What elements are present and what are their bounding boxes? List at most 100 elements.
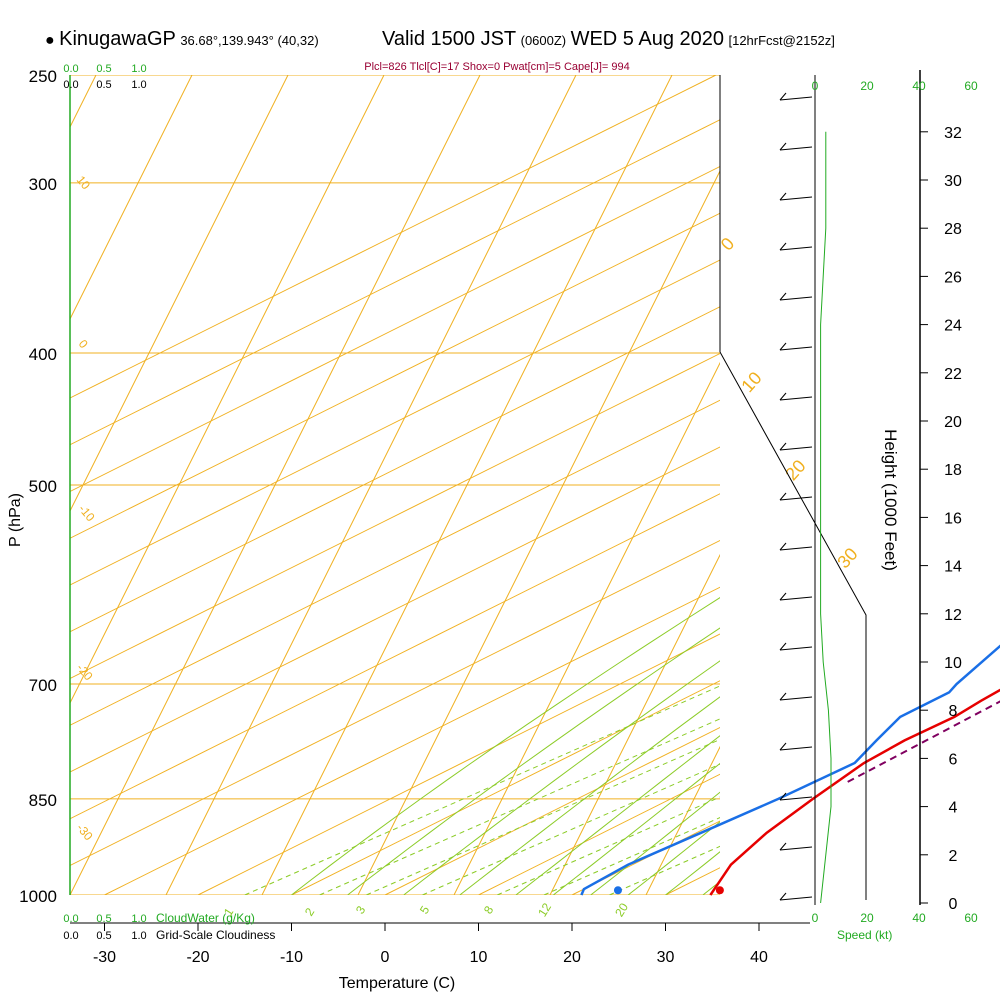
wind-barb: [779, 696, 813, 701]
speed-label: Speed (kt): [837, 928, 892, 942]
wind-barb: [779, 146, 813, 151]
x-axis-title: Temperature (C): [339, 975, 455, 992]
cloudwater-scale-top: 1.0: [131, 63, 146, 75]
isotherm-line: [384, 726, 720, 895]
wind-speed-profile: [820, 131, 832, 904]
moist-adiabat-line: [552, 762, 720, 895]
wind-barb: [779, 896, 813, 901]
x-tick-label: -20: [186, 949, 209, 966]
cloudiness-scale-top: 0.0: [63, 79, 78, 91]
wind-barb-flag: [779, 542, 787, 551]
cloudwater-scale-bottom: 0.5: [96, 913, 111, 925]
wind-barb-flag: [779, 442, 787, 451]
mixing-ratio-label: 12: [535, 900, 554, 919]
cloudwater-scale-bottom: 1.0: [131, 913, 146, 925]
speed-tick-top: 60: [964, 79, 978, 93]
speed-tick-bottom: 20: [860, 911, 874, 925]
wind-barb-flag: [779, 492, 787, 501]
x-tick-label: 0: [381, 949, 390, 966]
wind-barb-flag: [779, 592, 787, 601]
dry-adiabat-line: [453, 361, 720, 895]
dry-adiabat-line: [261, 75, 673, 895]
surface-dewpoint-dot: [613, 886, 622, 895]
pressure-tick-label: 500: [29, 477, 57, 496]
profile-lines: [580, 644, 1000, 896]
wind-barb-flag: [779, 342, 787, 351]
height-tick-label: 18: [944, 462, 962, 479]
isotherm-line: [70, 75, 717, 399]
wind-barb: [779, 246, 813, 251]
pressure-tick-label: 300: [29, 175, 57, 194]
stats-line: Plcl=826 Tlcl[C]=17 Shox=0 Pwat[cm]=5 Ca…: [364, 61, 629, 73]
isotherm-line: [759, 75, 1000, 895]
pressure-tick-label: 400: [29, 345, 57, 364]
height-tick-label: 22: [944, 366, 962, 383]
wind-barb: [779, 296, 813, 301]
wind-barb: [779, 746, 813, 751]
x-tick-label: -30: [93, 949, 116, 966]
pressure-tick-label: 1000: [19, 887, 57, 906]
cloudiness-label: Grid-Scale Cloudiness: [156, 928, 275, 942]
surface-temperature-dot: [715, 886, 724, 895]
isotherm-label: 0: [76, 337, 91, 351]
moist-adiabat-line: [347, 627, 720, 895]
station-name: KinugawaGP: [59, 28, 176, 50]
moist-adiabat-line: [403, 660, 720, 895]
cloudiness-scale-top: 1.0: [131, 79, 146, 91]
isotherm-line: [70, 446, 720, 773]
wind-barb-flag: [779, 692, 787, 701]
wind-barb-flag: [779, 142, 787, 151]
height-tick-label: 30: [944, 173, 962, 190]
isotherm-line: [70, 119, 720, 446]
right-panel: 0020204040606002468101214161820222426283…: [779, 70, 978, 925]
wind-barb: [779, 796, 813, 801]
dry-adiabat-line: [549, 553, 720, 895]
wind-barb-flag: [779, 742, 787, 751]
parcel-profile: [847, 700, 1000, 783]
cloudiness-scale-bottom: 0.0: [63, 930, 78, 942]
height-tick-label: 16: [944, 510, 962, 527]
cloudiness-scale-top: 0.5: [96, 79, 111, 91]
valid-date: WED 5 Aug 2020: [570, 28, 725, 50]
height-axis-title: Height (1000 Feet): [881, 429, 900, 571]
cloudwater-scale-top: 0.0: [63, 63, 78, 75]
dry-adiabat-line: [934, 75, 1000, 895]
speed-tick-top: 20: [860, 79, 874, 93]
station-marker: ●: [45, 32, 55, 49]
height-tick-label: 24: [944, 318, 962, 335]
dry-adiabat-line: [70, 75, 193, 321]
isotherm-line: [70, 493, 720, 820]
x-tick-label: -10: [280, 949, 303, 966]
isotherm-line: [70, 352, 720, 680]
moist-adiabat-line: [459, 696, 720, 895]
wind-barb: [779, 446, 813, 451]
mixing-ratio-line: [543, 817, 720, 895]
moist-adiabat-line: [291, 597, 720, 895]
wind-barb: [779, 596, 813, 601]
height-tick-label: 32: [944, 125, 962, 142]
wind-barb-flag: [779, 192, 787, 201]
valid-time: Valid 1500 JST (0600Z) WED 5 Aug 2020 [1…: [382, 28, 835, 51]
mixing-ratio-line: [366, 738, 720, 895]
dry-adiabat-line: [70, 75, 385, 705]
cloudwater-label: CloudWater (g/Kg): [156, 911, 255, 925]
isotherm-line: [70, 212, 720, 539]
height-tick-label: 12: [944, 607, 962, 624]
dry-adiabat-line: [645, 745, 720, 895]
valid-z: (0600Z): [520, 33, 567, 48]
wind-barb: [779, 546, 813, 551]
speed-tick-bottom: 60: [964, 911, 978, 925]
wind-barb-flag: [779, 92, 787, 101]
cloudwater-scale-bottom: 0.0: [63, 913, 78, 925]
y-axis-title: P (hPa): [7, 493, 24, 547]
pressure-tick-label: 250: [29, 67, 57, 86]
isotherm-label: -10: [76, 502, 98, 525]
height-tick-label: 20: [944, 414, 962, 431]
hodograph-boundary: [719, 351, 867, 900]
speed-tick-bottom: 0: [812, 911, 819, 925]
wind-barb: [779, 646, 813, 651]
wind-barb: [779, 346, 813, 351]
isotherm-line: [197, 633, 720, 895]
